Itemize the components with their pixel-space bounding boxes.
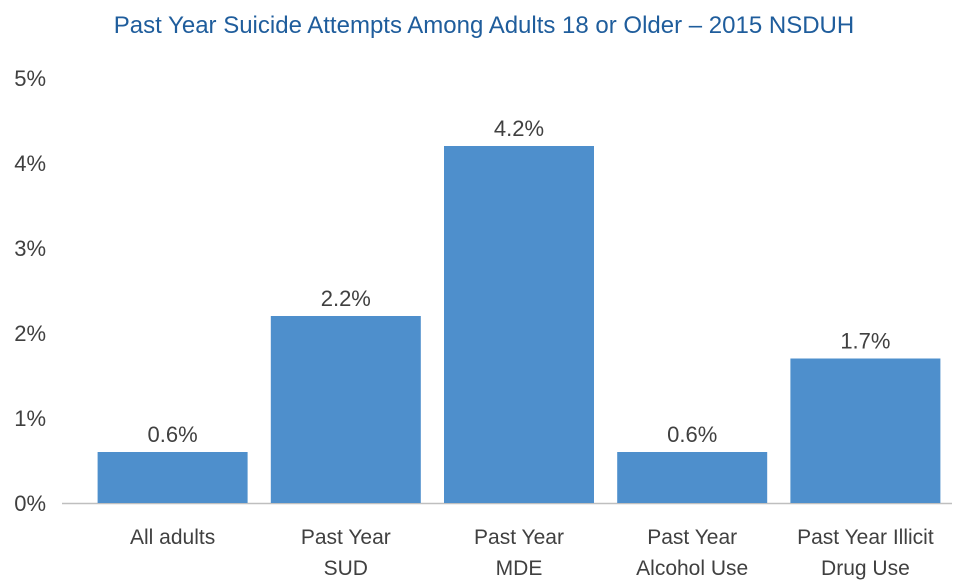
bar bbox=[97, 452, 248, 503]
data-label: 0.6% bbox=[667, 422, 717, 447]
category-label: SUD bbox=[324, 557, 368, 580]
data-label: 4.2% bbox=[494, 116, 544, 141]
category-label: MDE bbox=[496, 557, 543, 580]
data-label: 0.6% bbox=[148, 422, 198, 447]
category-label: Past Year bbox=[647, 526, 737, 549]
category-label: Past Year bbox=[301, 526, 391, 549]
bar bbox=[270, 316, 421, 503]
y-tick-label: 2% bbox=[14, 321, 46, 346]
y-tick-label: 3% bbox=[14, 236, 46, 261]
category-label: All adults bbox=[130, 526, 215, 549]
bar bbox=[790, 358, 941, 503]
data-label: 1.7% bbox=[840, 329, 890, 354]
bar bbox=[617, 452, 768, 503]
category-label: Alcohol Use bbox=[636, 557, 748, 580]
y-tick-label: 1% bbox=[14, 406, 46, 431]
y-tick-label: 5% bbox=[14, 66, 46, 91]
category-label: Drug Use bbox=[821, 557, 910, 580]
y-tick-label: 0% bbox=[14, 491, 46, 516]
data-label: 2.2% bbox=[321, 286, 371, 311]
chart-title: Past Year Suicide Attempts Among Adults … bbox=[113, 12, 855, 39]
y-tick-label: 4% bbox=[14, 151, 46, 176]
bar bbox=[444, 146, 594, 503]
category-label: Past Year bbox=[474, 526, 564, 549]
category-label: Past Year Illicit bbox=[797, 526, 934, 549]
